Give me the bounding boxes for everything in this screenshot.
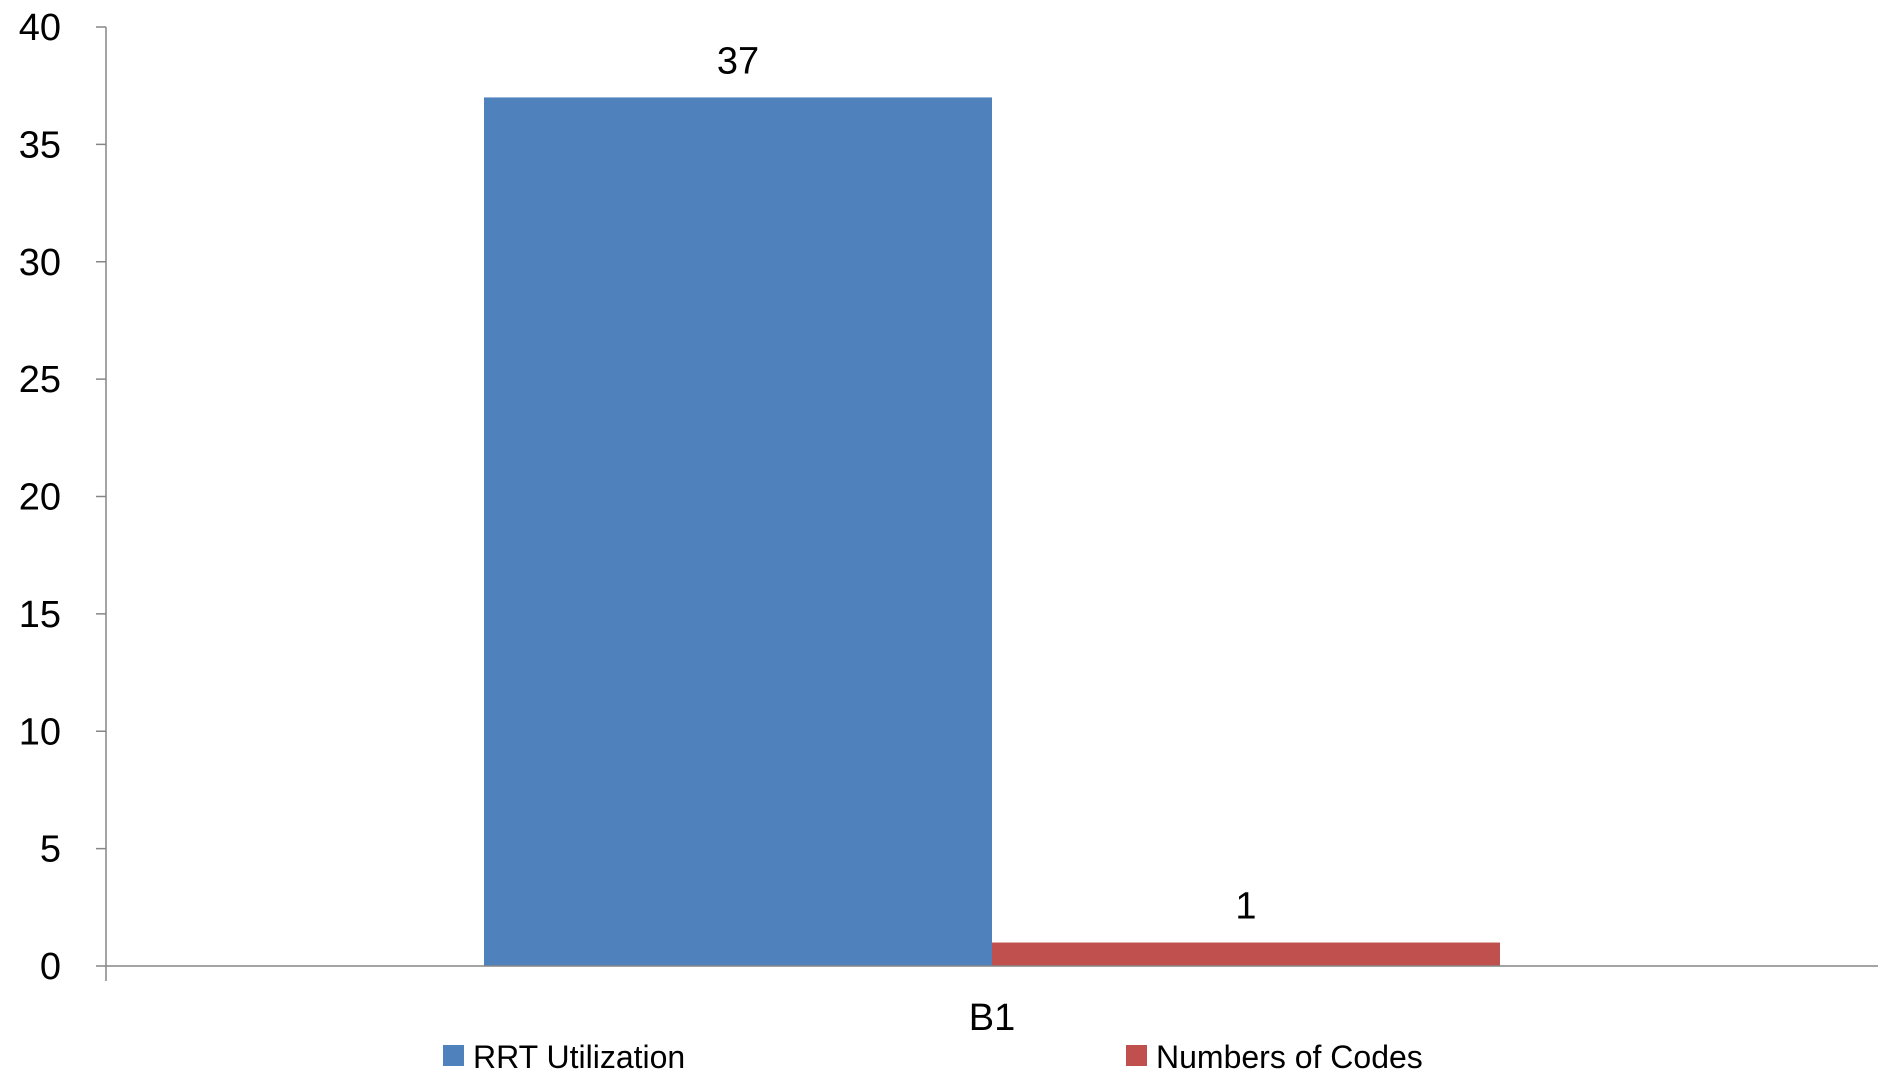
y-axis: 0 5 10 15 20 25 30 35 40 [19, 7, 107, 988]
y-tick-label: 0 [40, 946, 61, 988]
bar-rrt-utilization-b1 [484, 97, 992, 967]
data-label: 1 [1235, 886, 1256, 928]
bars [484, 97, 1500, 967]
legend: RRT Utilization Numbers of Codes [443, 1039, 1423, 1075]
y-tick-label: 35 [19, 124, 61, 166]
bar-numbers-of-codes-b1 [992, 942, 1500, 966]
data-labels: 37 1 [717, 40, 1257, 927]
data-label: 37 [717, 40, 759, 82]
y-tick-label: 10 [19, 711, 61, 753]
x-axis: B1 [106, 965, 1878, 1039]
legend-label: Numbers of Codes [1156, 1039, 1423, 1075]
y-tick-label: 15 [19, 594, 61, 636]
y-tick-label: 40 [19, 7, 61, 49]
legend-label: RRT Utilization [473, 1039, 685, 1075]
legend-swatch [1126, 1045, 1147, 1066]
y-tick-label: 30 [19, 242, 61, 284]
y-tick-label: 20 [19, 477, 61, 519]
y-tick-label: 25 [19, 359, 61, 401]
x-category-label: B1 [969, 997, 1015, 1039]
y-tick-label: 5 [40, 829, 61, 871]
legend-swatch [443, 1045, 464, 1066]
